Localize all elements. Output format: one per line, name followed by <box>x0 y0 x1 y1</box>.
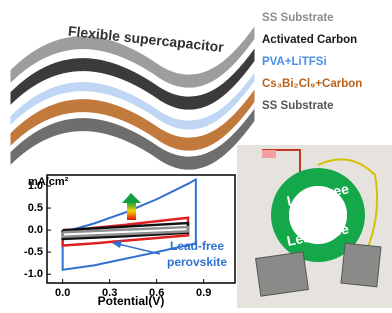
x-tick-label: 0.0 <box>55 287 70 299</box>
layer-label: SS Substrate <box>262 100 334 112</box>
y-tick-label: -0.5 <box>24 246 43 258</box>
layer-label: PVA+LiTFSi <box>262 56 327 68</box>
y-tick-label: -1.0 <box>24 268 43 280</box>
led <box>262 150 276 158</box>
x-tick-label: 0.9 <box>196 287 211 299</box>
device <box>341 243 381 287</box>
layer-label: Cs₃Bi₂Cl₉+Carbon <box>262 78 362 90</box>
x-axis-label: Potential(V) <box>98 294 165 308</box>
layer-label: SS Substrate <box>262 12 334 24</box>
trend-arrow <box>127 202 136 220</box>
annotation: perovskite <box>167 255 227 269</box>
layer-label: Activated Carbon <box>262 34 357 46</box>
device <box>256 252 309 296</box>
y-tick-label: 0.0 <box>28 224 43 236</box>
figure: Flexible supercapacitor Lead-free Lead-f… <box>0 0 392 308</box>
trend-arrow-head <box>122 193 141 203</box>
y-tick-label: 0.5 <box>28 202 43 214</box>
y-axis-label: mA/cm² <box>28 176 69 188</box>
pointer-arrow <box>118 244 160 254</box>
annotation: Lead-free <box>170 239 224 253</box>
